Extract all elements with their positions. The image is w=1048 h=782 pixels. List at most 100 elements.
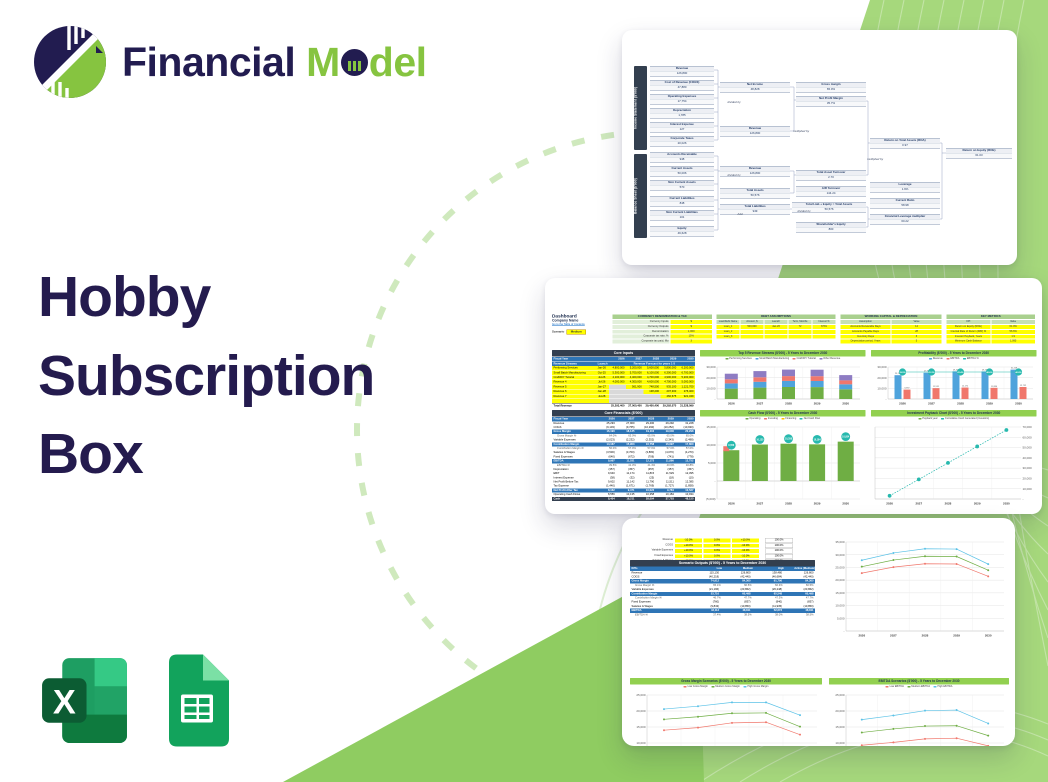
- dupont-box-label: Current Liabilities: [650, 196, 714, 202]
- chart-title: Cash Flow ($'000) - 5 Years to December …: [700, 410, 866, 417]
- table-row: Contribution Margin 53,716 60,498 65,548 60,…: [630, 591, 816, 596]
- dupont-box-value: 126,800: [650, 71, 714, 77]
- table-row: Interest Expense (38) (32) (25) (18) (10): [552, 476, 695, 480]
- row-label: Contribution Margin: [630, 591, 690, 596]
- legend-item: Revenue: [928, 357, 942, 360]
- cell: 5,600,000: [643, 366, 661, 371]
- dupont-box: Revenue 126,800: [720, 166, 790, 177]
- dupont-connector-lines: [714, 69, 946, 231]
- row-value: $: [670, 319, 713, 325]
- chart-legend: Operating Investing Financing Net Cash Flow: [700, 417, 866, 421]
- cell: 4,900,000: [660, 375, 678, 381]
- cell: 460,675: [660, 394, 678, 399]
- dupont-box: Equity 49,628: [650, 226, 714, 237]
- svg-text:10,358: 10,358: [785, 439, 793, 441]
- svg-text:2029: 2029: [953, 634, 960, 638]
- fiscal-year-row: Fiscal Year 2026 2027 2028 2029 2030: [552, 357, 695, 362]
- dupont-box-label: A/R Turnover: [796, 186, 866, 192]
- dupont-box-label: Financial Leverage multiplier: [870, 214, 940, 220]
- assumption-row: Variable Expenses +10.0% 0.0% -10.0% 100.0%: [630, 548, 822, 554]
- chart-head-inner: Profitability ($'000) - 5 Years to Decem…: [870, 350, 1036, 360]
- title-line-1: Hobby: [38, 265, 211, 329]
- table-row: Craft/DIY Tutorial Jul-26 4,100,000 4,400,0…: [552, 375, 695, 381]
- cell: 66.3%: [774, 583, 783, 587]
- dupont-operator: divided by: [727, 101, 741, 104]
- cell: 10,527: [675, 488, 696, 493]
- Revenue-legend-swatch: [928, 357, 932, 360]
- table-header-row: Assumption Value: [840, 319, 943, 325]
- dupont-operator: divided by: [727, 174, 741, 177]
- table-row: Small Batch Manufacturing Oct-25 5,300,000…: [552, 370, 695, 376]
- scenario-value-chip[interactable]: Medium: [566, 329, 587, 335]
- column-header: Launch: [597, 362, 608, 366]
- Other Revenue-legend-swatch: [819, 357, 823, 360]
- dupont-box: Non Current Assets 570: [650, 180, 714, 191]
- cell: 48,811: [783, 608, 816, 613]
- cell: 19,110: [635, 429, 656, 434]
- dupont-box-label: Depreciation: [650, 108, 714, 114]
- cell: (357): [628, 467, 635, 471]
- table-row: Performing Services Jan-26 4,800,000 5,200,…: [552, 366, 695, 371]
- table-of-contents-link[interactable]: Go to the Table of Contents: [552, 323, 585, 326]
- svg-text:10,000: 10,000: [636, 741, 646, 745]
- chart-head: Gross Margin Scenarios ($'000) - 5 Years…: [630, 677, 822, 691]
- cell: 66.5%: [805, 583, 814, 587]
- dupont-box-label: Net Profit Margin: [796, 96, 866, 102]
- row-label: Tax Expense: [553, 484, 569, 488]
- dupont-box-label: Shareholder's Equity: [796, 222, 866, 228]
- assumption-high: -10.0%: [731, 548, 760, 554]
- dupont-box-value: 60.22: [870, 219, 940, 225]
- svg-text:-: -: [715, 479, 716, 483]
- cell: 5,700,000: [626, 370, 644, 376]
- Cumulative Cash Generated (Investors)-legend-swatch: [940, 417, 944, 420]
- launch-date: Jan-26: [594, 366, 609, 371]
- assumption-low: +10.0%: [674, 543, 703, 549]
- cell: 52,673: [752, 608, 784, 613]
- cell: 9,997: [596, 459, 617, 464]
- platform-badges: X: [36, 652, 237, 749]
- chart-legend: Performing Services Small Batch Manufactu…: [700, 357, 866, 361]
- row-label: Gross Margin: [552, 429, 597, 434]
- cell: [626, 398, 644, 404]
- row-label: Operating Cash Flows: [553, 493, 581, 497]
- dupont-box-value: 20,026: [650, 141, 714, 147]
- dupont-box-value: 35.7%: [796, 101, 866, 107]
- cell: 10,184: [665, 493, 674, 497]
- cell: (672): [628, 455, 635, 459]
- total-value: 31,228,099: [677, 403, 695, 409]
- Small Batch Manufacturing-legend-swatch: [755, 357, 759, 360]
- chart-legend: Payback year Cumulative Cash Generated (I…: [871, 417, 1037, 421]
- row-label: EBITDA %: [557, 463, 570, 467]
- assumption-label: COGS: [665, 543, 673, 547]
- svg-text:41.3%: 41.3%: [928, 371, 934, 374]
- legend-label: EBITDA %: [966, 357, 979, 360]
- total-label: Total Revenue: [552, 403, 609, 409]
- launch-date: Jul-26: [594, 380, 609, 385]
- legend-item: Craft/DIY Tutorial: [792, 357, 816, 360]
- row-label: COGS: [631, 575, 640, 579]
- cell: 16,758: [635, 442, 656, 447]
- chart-head-inner: Cash Flow ($'000) - 5 Years to December …: [700, 410, 866, 420]
- fiscal-year-label: Fiscal Year: [553, 357, 569, 361]
- cell: 11,531: [616, 459, 636, 464]
- cell: [626, 389, 644, 395]
- cell: [608, 384, 627, 390]
- year-header: 2026: [618, 357, 625, 361]
- cell: 8,404: [596, 496, 617, 502]
- svg-text:41.4%: 41.4%: [957, 371, 963, 374]
- svg-text:35,000: 35,000: [835, 540, 845, 544]
- table-row: Minimum Cash Balance 1,095: [946, 339, 1036, 345]
- dupont-box-label: Corporate Taxes: [650, 136, 714, 142]
- dupont-box: Revenue 126,800: [720, 126, 790, 137]
- cell: 31,228: [685, 421, 694, 425]
- legend-label: Small Batch Manufacturing: [759, 357, 790, 360]
- svg-text:10,934: 10,934: [842, 436, 850, 439]
- table-row: Revenue 115,130 126,800 138,480 126,800: [630, 571, 815, 575]
- cell: Minimum Cash Balance: [946, 339, 992, 345]
- column-header: Medium: [742, 567, 754, 570]
- chart-head-inner: Top 5 Revenue Streams ($'000) - 5 Years …: [700, 350, 866, 360]
- table-title: Core Financials ($'000): [552, 410, 695, 417]
- chart-plot: 35,000 30,000 25,000 20,000 15,000 10,000 5,00…: [835, 540, 1004, 638]
- legend-label: Revenue: [932, 357, 943, 360]
- row-label: EBITDA: [552, 459, 597, 464]
